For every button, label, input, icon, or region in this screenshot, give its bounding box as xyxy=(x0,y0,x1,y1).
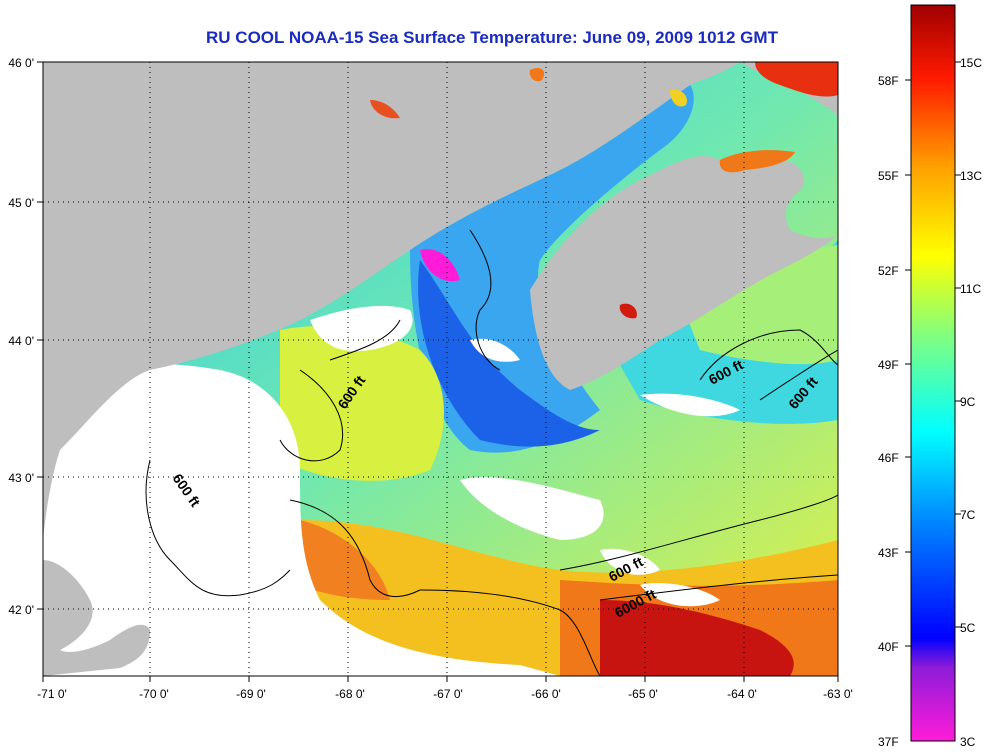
map-area: 600 ft 600 ft 600 ft 600 ft 600 ft 6000 … xyxy=(43,62,838,676)
lon-tick-label: -67 0' xyxy=(433,687,463,701)
colorbar-f-label: 55F xyxy=(878,169,899,183)
lon-tick-label: -64 0' xyxy=(727,687,757,701)
colorbar-f-label: 52F xyxy=(878,264,899,278)
lon-tick-label: -71 0' xyxy=(37,687,67,701)
map-title: RU COOL NOAA-15 Sea Surface Temperature:… xyxy=(206,28,778,47)
colorbar-f-label: 37F xyxy=(878,735,899,749)
colorbar-c-label: 3C xyxy=(960,735,976,749)
lat-tick-label: 46 0' xyxy=(8,56,34,70)
lon-tick-label: -70 0' xyxy=(139,687,169,701)
lon-tick-label: -65 0' xyxy=(628,687,658,701)
colorbar-fahrenheit-labels: 58F 55F 52F 49F 46F 43F 40F 37F xyxy=(878,74,899,749)
colorbar-f-label: 49F xyxy=(878,358,899,372)
colorbar-f-label: 40F xyxy=(878,640,899,654)
colorbar-f-label: 46F xyxy=(878,451,899,465)
lat-tick-label: 44 0' xyxy=(8,334,34,348)
colorbar-f-label: 43F xyxy=(878,546,899,560)
colorbar-f-label: 58F xyxy=(878,74,899,88)
axis-ticks xyxy=(37,61,839,682)
lat-tick-label: 45 0' xyxy=(8,196,34,210)
map-frame xyxy=(42,61,839,677)
lon-tick-label: -66 0' xyxy=(531,687,561,701)
latitude-tick-labels: 46 0' 45 0' 44 0' 43 0' 42 0' xyxy=(8,56,34,617)
colorbar-c-label: 5C xyxy=(960,621,976,635)
colorbar-c-label: 7C xyxy=(960,508,976,522)
colorbar-ticks xyxy=(905,61,961,647)
lon-tick-label: -63 0' xyxy=(823,687,853,701)
longitude-tick-labels: -71 0' -70 0' -69 0' -68 0' -67 0' -66 0… xyxy=(37,687,853,701)
lat-tick-label: 43 0' xyxy=(8,471,34,485)
colorbar-c-label: 9C xyxy=(960,395,976,409)
lon-tick-label: -69 0' xyxy=(236,687,266,701)
colorbar-c-label: 15C xyxy=(960,56,982,70)
colorbar-celsius-labels: 15C 13C 11C 9C 7C 5C 3C xyxy=(960,56,982,749)
lon-tick-label: -68 0' xyxy=(335,687,365,701)
colorbar xyxy=(910,4,956,742)
colorbar-c-label: 11C xyxy=(960,282,981,296)
colorbar-c-label: 13C xyxy=(960,169,982,183)
lat-tick-label: 42 0' xyxy=(8,603,34,617)
